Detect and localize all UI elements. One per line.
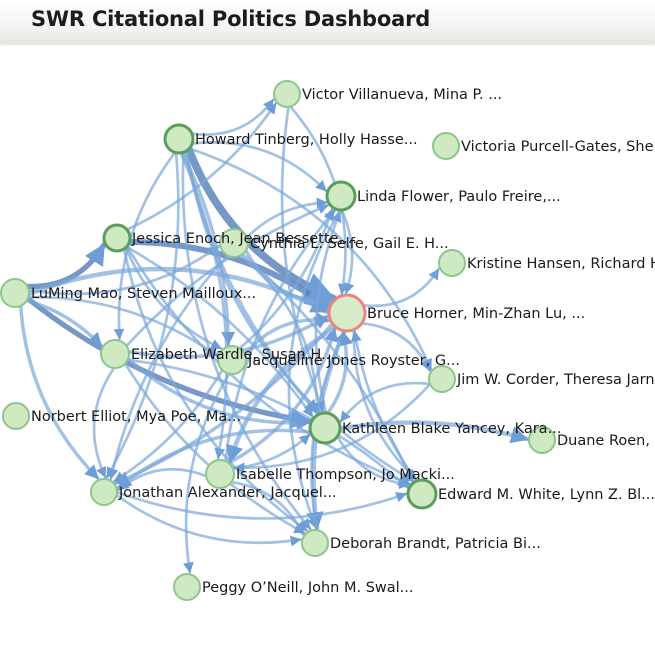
edge-isabelle-to-bruce [226, 326, 339, 465]
node-cynthia[interactable] [219, 228, 249, 258]
edge-luming-to-kathleen [25, 295, 313, 429]
edge-jessica-to-bruce [126, 238, 332, 310]
edge-jimcorder-to-isabelle [233, 382, 432, 474]
node-label-kristine: Kristine Hansen, Richard H... [467, 256, 655, 272]
edge-elizabeth-to-linda [125, 203, 330, 348]
edge-kathleen-to-edward [336, 435, 411, 489]
edges-layer [18, 98, 530, 574]
node-label-howard: Howard Tinberg, Holly Hasse... [195, 132, 418, 148]
node-jimcorder[interactable] [428, 365, 456, 393]
edge-jacqueline-to-linda [238, 207, 335, 350]
edge-jonathan-to-edward [115, 490, 408, 520]
node-label-luming: LuMing Mao, Steven Mailloux... [31, 286, 256, 302]
edge-bruce-to-jonathan [114, 321, 335, 485]
node-label-jessica: Jessica Enoch, Jean Bessette,... [131, 231, 357, 247]
node-kristine[interactable] [438, 249, 466, 277]
node-victor[interactable] [273, 80, 301, 108]
page-title: SWR Citational Politics Dashboard [31, 7, 431, 31]
edge-bruce-to-jimcorder [360, 321, 432, 372]
edge-kathleen-to-bruce [326, 330, 353, 416]
node-label-norbert: Norbert Elliot, Mya Poe, Ma... [31, 409, 241, 425]
edge-bruce-to-kristine [361, 268, 440, 308]
node-peggy[interactable] [173, 573, 201, 601]
edge-luming-to-cynthia [27, 245, 220, 296]
labels-layer: Victor Villanueva, Mina P. ... Howard Tin… [31, 87, 655, 596]
edge-victor-to-kathleen [280, 105, 325, 413]
edge-jacqueline-to-peggy [183, 372, 231, 574]
edge-howard-to-jimcorder [187, 147, 433, 371]
nodes-layer [0, 80, 556, 601]
node-label-bruce: Bruce Horner, Min-Zhan Lu, ... [367, 306, 585, 322]
node-label-jacqueline: Jacqueline Jones Royster, G... [247, 353, 460, 369]
edge-luming-to-jessica [24, 242, 107, 290]
node-linda[interactable] [325, 180, 357, 212]
edge-elizabeth-to-jonathan [92, 366, 116, 479]
edge-isabelle-to-linda [224, 209, 336, 463]
edge-cynthia-to-jonathan [107, 254, 229, 481]
node-label-isabelle: Isabelle Thompson, Jo Macki... [236, 467, 455, 483]
node-jacqueline[interactable] [217, 345, 247, 375]
edge-jessica-to-deborah [122, 247, 309, 532]
node-duane[interactable] [528, 426, 556, 454]
node-label-kathleen: Kathleen Blake Yancey, Kara... [342, 421, 561, 437]
node-label-cynthia: Cynthia L. Selfe, Gail E. H... [250, 236, 449, 252]
edge-jessica-to-victor [125, 102, 277, 231]
edge-linda-to-deborah [287, 208, 342, 530]
node-deborah[interactable] [301, 529, 329, 557]
edge-elizabeth-to-deborah [123, 362, 306, 535]
node-luming[interactable] [0, 278, 30, 308]
node-norbert[interactable] [2, 402, 30, 430]
node-elizabeth[interactable] [100, 339, 130, 369]
node-label-victoria: Victoria Purcell-Gates, She... [461, 139, 655, 155]
edge-kathleen-to-duane [337, 420, 530, 444]
node-label-jonathan: Jonathan Alexander, Jacquel... [118, 485, 337, 501]
edge-jonathan-to-deborah [115, 493, 302, 547]
edge-howard-to-edward [185, 149, 415, 483]
edge-cynthia-to-edward [241, 252, 414, 483]
node-jessica[interactable] [102, 223, 132, 253]
edge-howard-to-victor [190, 98, 275, 136]
edge-howard-to-linda [190, 141, 328, 193]
node-kathleen[interactable] [308, 411, 342, 445]
edge-bruce-to-isabelle [226, 324, 339, 464]
node-isabelle[interactable] [205, 459, 235, 489]
edge-luming-to-jonathan [18, 304, 100, 481]
edge-howard-to-jonathan [105, 151, 180, 479]
node-label-elizabeth: Elizabeth Wardle, Susan H... [131, 347, 335, 363]
edge-jessica-to-kathleen [125, 245, 314, 418]
node-label-victor: Victor Villanueva, Mina P. ... [302, 87, 502, 103]
dashboard-header: SWR Citational Politics Dashboard [0, 0, 655, 44]
node-victoria[interactable] [432, 132, 460, 160]
node-jonathan[interactable] [90, 478, 118, 506]
node-bruce[interactable] [327, 293, 367, 333]
node-label-peggy: Peggy O’Neill, John M. Swal... [202, 580, 414, 596]
node-label-jimcorder: Jim W. Corder, Theresa Jarn... [456, 372, 655, 388]
edge-kathleen-to-linda [314, 210, 342, 415]
node-label-linda: Linda Flower, Paulo Freire,... [357, 189, 561, 205]
edge-luming-to-jacqueline [27, 295, 219, 357]
node-label-edward: Edward M. White, Lynn Z. Bl... [438, 487, 655, 503]
node-howard[interactable] [163, 123, 195, 155]
edge-luming-to-elizabeth [25, 298, 104, 348]
node-label-deborah: Deborah Brandt, Patricia Bi... [330, 536, 541, 552]
edge-elizabeth-to-edward [126, 358, 409, 489]
node-edward[interactable] [406, 478, 438, 510]
edge-bruce-to-edward [352, 328, 418, 481]
edge-jessica-to-edward [125, 245, 412, 486]
edge-howard-to-deborah [181, 150, 312, 531]
edge-jimcorder-to-kathleen [339, 381, 432, 423]
node-label-duane: Duane Roen, E... [557, 433, 655, 449]
